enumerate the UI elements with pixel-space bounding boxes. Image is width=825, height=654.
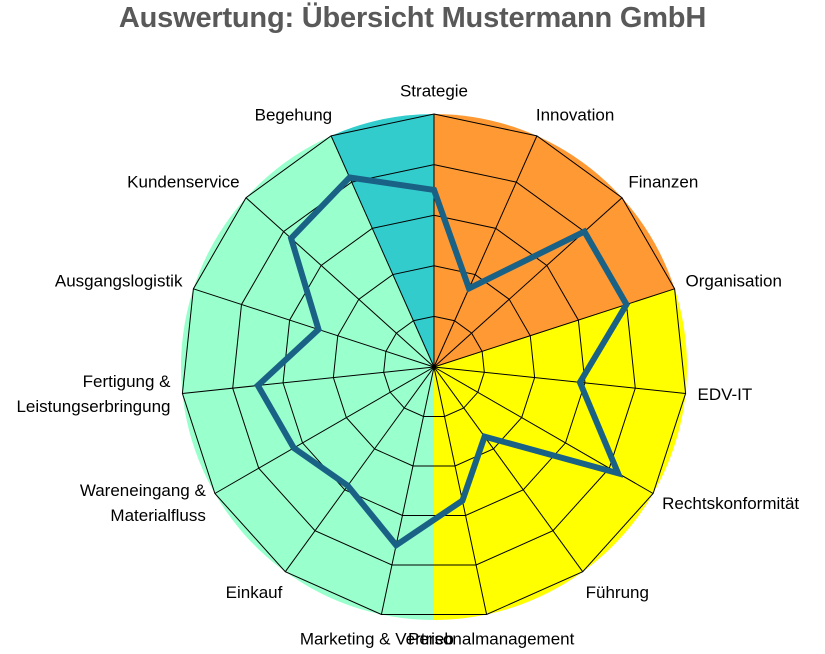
category-label-fertigung-leistungserbringung: Fertigung & Leistungserbringung xyxy=(16,373,171,417)
category-label-innovation: Innovation xyxy=(536,105,614,124)
chart-title: Auswertung: Übersicht Mustermann GmbH xyxy=(118,2,707,34)
data-point-strategie xyxy=(433,189,435,191)
category-label-einkauf: Einkauf xyxy=(226,583,283,602)
series-line-1 xyxy=(254,174,630,550)
category-label-personalmanagement: Personalmanagement xyxy=(408,629,575,648)
data-point-ausgangslogistik xyxy=(318,328,320,330)
axis-spoke-fuehrung xyxy=(433,366,584,572)
category-label-organisation: Organisation xyxy=(686,272,782,291)
grid-ring-2 xyxy=(332,265,536,467)
data-point-wareneingang-materialfluss xyxy=(293,447,295,449)
category-label-ausgangslogistik: Ausgangslogistik xyxy=(55,272,183,291)
data-point-rechtskonformitaet xyxy=(617,472,619,474)
category-labels: Strategie Innovation Finanzen Organisation E… xyxy=(16,81,799,648)
axis-spoke-personalmanagement xyxy=(433,366,488,615)
data-point-edv-it xyxy=(579,381,581,383)
category-label-finanzen: Finanzen xyxy=(628,172,698,191)
sector-bands xyxy=(180,114,687,621)
data-point-fuehrung xyxy=(484,436,486,438)
category-label-strategie: Strategie xyxy=(400,81,468,100)
radar-grid xyxy=(181,113,687,615)
data-point-fertigung-leistungserbringung xyxy=(257,385,259,387)
category-label-begehung: Begehung xyxy=(255,105,333,124)
grid-ring-5 xyxy=(181,113,687,615)
data-point-finanzen xyxy=(583,231,585,233)
axis-spoke-marketing-vertrieb xyxy=(380,366,435,615)
data-point-organisation xyxy=(625,303,627,305)
category-label-kundenservice: Kundenservice xyxy=(127,172,239,191)
axis-spoke-begehung xyxy=(330,135,435,368)
axis-spoke-innovation xyxy=(433,135,538,368)
category-label-rechtskonformitaet: Rechtskonformität xyxy=(662,494,799,513)
axis-spoke-finanzen xyxy=(433,197,623,368)
data-point-marketing-vertrieb xyxy=(395,544,397,546)
data-point-kundenservice xyxy=(290,237,292,239)
axis-spoke-einkauf xyxy=(284,366,435,572)
category-label-marketing-vertrieb: Marketing & Vertrieb xyxy=(300,629,454,648)
category-label-fuehrung: Führung xyxy=(586,583,649,602)
axis-spoke-organisation xyxy=(433,288,675,368)
axis-spoke-wareneingang-materialfluss xyxy=(214,366,435,494)
data-point-begehung xyxy=(349,176,351,178)
data-point-innovation xyxy=(468,287,470,289)
data-point-einkauf xyxy=(347,485,349,487)
axis-spoke-fertigung-leistungserbringung xyxy=(182,366,435,394)
axis-spoke-kundenservice xyxy=(245,197,435,368)
category-label-wareneingang-materialfluss: Wareneingang & Materialfluss xyxy=(80,481,207,525)
axis-spoke-edv-it xyxy=(433,366,686,394)
data-point-personalmanagement xyxy=(461,500,463,502)
sector-band-3 xyxy=(180,135,434,621)
axis-spoke-ausgangslogistik xyxy=(193,288,435,368)
category-label-edv-it: EDV-IT xyxy=(697,385,752,404)
grid-ring-1 xyxy=(383,315,485,417)
series-layer xyxy=(254,174,630,550)
